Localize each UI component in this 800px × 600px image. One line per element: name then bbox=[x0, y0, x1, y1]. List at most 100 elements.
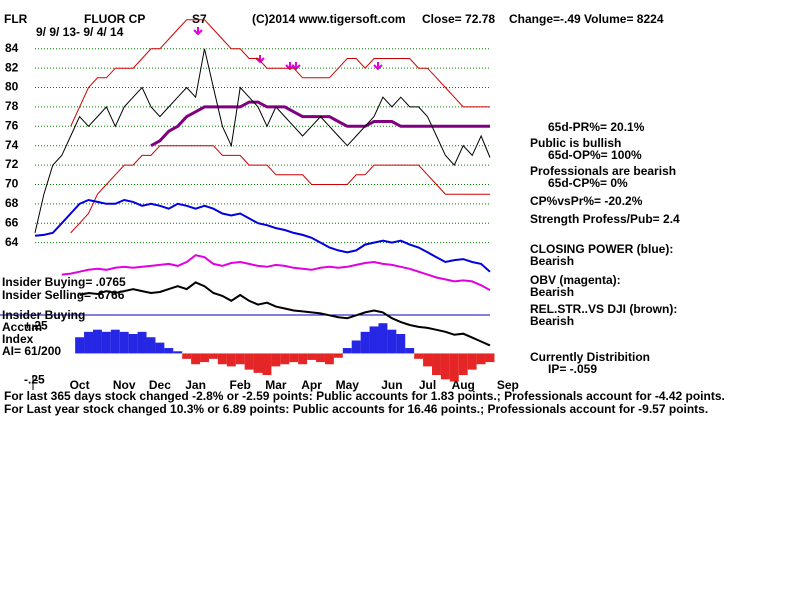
series-line bbox=[61, 254, 491, 291]
x-tick-label: Jul bbox=[419, 378, 436, 392]
series-line bbox=[150, 100, 490, 148]
accum-bar bbox=[485, 353, 495, 363]
left-label: Insider Buying bbox=[2, 308, 85, 322]
note: 65d-CP%= 0% bbox=[548, 176, 628, 190]
accum-bar bbox=[342, 348, 352, 354]
y-tick-label: 68 bbox=[5, 196, 19, 210]
accum-bar bbox=[360, 331, 370, 354]
accum-bar bbox=[146, 337, 156, 354]
note: Bearish bbox=[530, 314, 574, 328]
accum-bar bbox=[128, 334, 138, 354]
accum-bar bbox=[280, 353, 290, 365]
y-tick-label: 72 bbox=[5, 157, 19, 171]
accum-bar bbox=[414, 353, 424, 359]
left-label: Accum bbox=[2, 320, 42, 334]
left-label: AI= 61/200 bbox=[2, 344, 61, 358]
footer: For last 365 days stock changed -2.8% or… bbox=[4, 389, 725, 403]
x-tick-label: Apr bbox=[301, 378, 322, 392]
accum-bar bbox=[432, 353, 441, 376]
y-tick-label: 76 bbox=[5, 118, 19, 132]
y-tick-label: 64 bbox=[5, 235, 19, 249]
y2-tick-label: +.25 bbox=[24, 319, 48, 333]
note: 65d-OP%= 100% bbox=[548, 148, 642, 162]
ticker: FLR bbox=[4, 12, 28, 26]
y-tick-label: 78 bbox=[5, 99, 19, 113]
accum-bar bbox=[324, 353, 334, 365]
left-label: Insider Buying= .0765 bbox=[2, 275, 126, 289]
accum-bar bbox=[262, 353, 272, 376]
chart-title: FLUOR CP bbox=[84, 12, 145, 26]
accum-bar bbox=[316, 353, 325, 363]
accum-bar bbox=[92, 329, 102, 354]
accum-bar bbox=[289, 353, 299, 363]
accum-bar bbox=[155, 342, 165, 354]
close: Close= 72.78 bbox=[422, 12, 495, 26]
accum-bar bbox=[423, 353, 433, 367]
note: Strength Profess/Pub= 2.4 bbox=[530, 212, 680, 226]
change: Change=-.49 bbox=[509, 12, 581, 26]
series-line bbox=[34, 48, 491, 234]
note: Public is bullish bbox=[530, 136, 621, 150]
accum-bar bbox=[449, 353, 459, 382]
note: Bearish bbox=[530, 254, 574, 268]
accum-bar bbox=[298, 353, 308, 365]
accum-bar bbox=[307, 353, 317, 360]
series-line bbox=[70, 145, 490, 234]
x-tick-label: Dec bbox=[149, 378, 171, 392]
accum-bar bbox=[75, 337, 85, 354]
note: OBV (magenta): bbox=[530, 273, 621, 287]
accum-bar bbox=[369, 326, 379, 354]
y-tick-label: 82 bbox=[5, 60, 19, 74]
y-tick-label: 80 bbox=[5, 80, 19, 94]
accum-bar bbox=[405, 348, 415, 354]
date-range: 9/ 9/ 13- 9/ 4/ 14 bbox=[36, 25, 124, 39]
x-tick-label: Feb bbox=[230, 378, 251, 392]
accum-bar bbox=[467, 353, 477, 370]
accum-bar bbox=[119, 331, 129, 354]
accum-bar bbox=[351, 340, 361, 354]
accum-bar bbox=[378, 323, 388, 354]
note: CLOSING POWER (blue): bbox=[530, 242, 673, 256]
accum-bar bbox=[235, 353, 245, 365]
accum-bar bbox=[164, 348, 174, 354]
x-tick-label: Jan bbox=[185, 378, 206, 392]
accum-bar bbox=[244, 353, 254, 370]
x-tick-label: Mar bbox=[265, 378, 287, 392]
accum-bar bbox=[226, 353, 236, 367]
accum-bar bbox=[208, 353, 218, 359]
y-tick-label: 66 bbox=[5, 215, 19, 229]
note: REL.STR..VS DJI (brown): bbox=[530, 302, 677, 316]
note: Professionals are bearish bbox=[530, 164, 676, 178]
accum-bar bbox=[191, 353, 201, 365]
accum-bar bbox=[110, 329, 120, 354]
accum-bar bbox=[101, 331, 111, 354]
left-label: Insider Selling= .6766 bbox=[2, 288, 125, 302]
footer: For Last year stock changed 10.3% or 6.8… bbox=[4, 402, 708, 416]
accum-bar bbox=[182, 353, 192, 359]
note: Currently Distribition bbox=[530, 350, 650, 364]
note: IP= -.059 bbox=[548, 362, 597, 376]
accum-bar bbox=[476, 353, 486, 365]
signal: S7 bbox=[192, 12, 207, 26]
y-tick-label: 74 bbox=[5, 138, 19, 152]
accum-bar bbox=[396, 334, 406, 354]
x-tick-label: Oct bbox=[70, 378, 90, 392]
accum-bar bbox=[200, 353, 209, 363]
note: 65d-PR%= 20.1% bbox=[548, 120, 645, 134]
accum-bar bbox=[458, 353, 468, 376]
x-tick-label: Sep bbox=[497, 378, 519, 392]
series-line bbox=[70, 19, 490, 127]
accum-bar bbox=[387, 329, 397, 354]
accum-bar bbox=[84, 331, 93, 354]
note: CP%vsPr%= -20.2% bbox=[530, 194, 643, 208]
source: (C)2014 www.tigersoft.com bbox=[252, 12, 406, 26]
volume: Volume= 8224 bbox=[584, 12, 664, 26]
signal-arrows bbox=[193, 27, 383, 71]
y-tick-label: 84 bbox=[5, 41, 19, 55]
accum-bar bbox=[217, 353, 227, 365]
x-tick-label: Jun bbox=[381, 378, 402, 392]
accum-bar bbox=[440, 353, 450, 380]
series-line bbox=[34, 198, 491, 273]
accum-bar bbox=[253, 353, 263, 373]
accum-bar bbox=[271, 353, 281, 367]
